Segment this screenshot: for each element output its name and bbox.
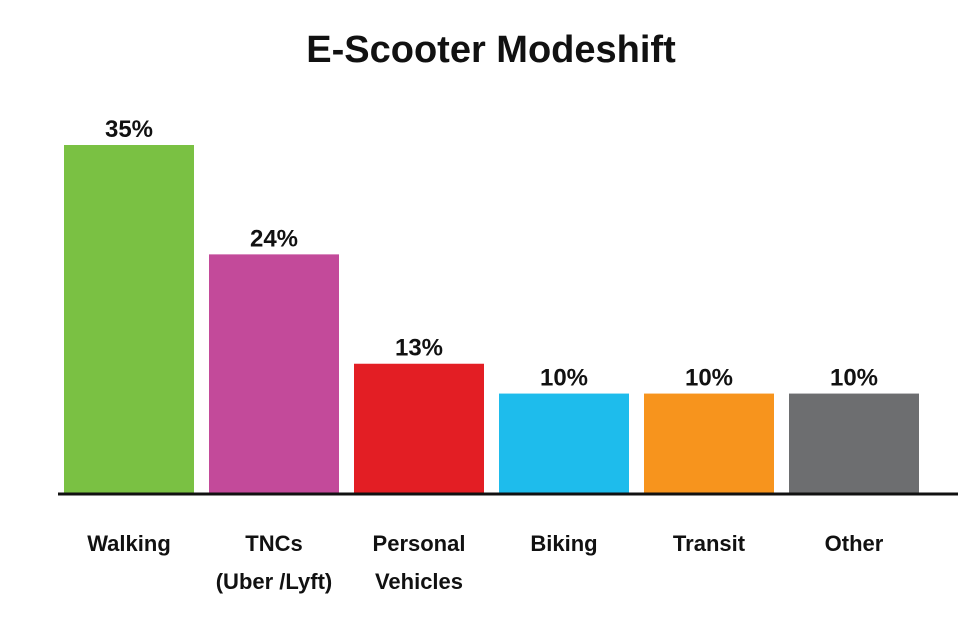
value-label-1: 24%	[250, 225, 298, 252]
category-label-1-0: TNCs	[245, 531, 302, 556]
bar-2	[354, 363, 484, 493]
bar-5	[789, 393, 919, 493]
chart-title: E-Scooter Modeshift	[306, 29, 676, 71]
value-label-2: 13%	[395, 335, 443, 362]
category-label-3-0: Biking	[530, 531, 597, 556]
value-label-3: 10%	[540, 365, 588, 392]
bar-3	[499, 393, 629, 493]
category-label-1-1: (Uber /Lyft)	[216, 569, 333, 594]
bar-0	[64, 145, 194, 493]
category-label-4-0: Transit	[673, 531, 746, 556]
category-label-2-1: Vehicles	[375, 569, 463, 594]
bar-4	[644, 393, 774, 493]
value-label-4: 10%	[685, 365, 733, 392]
value-label-5: 10%	[830, 365, 878, 392]
category-labels-group: Walking TNCs (Uber /Lyft) Personal Vehicles B…	[87, 531, 884, 594]
value-labels-group: 35% 24% 13% 10% 10% 10%	[105, 116, 878, 392]
value-label-0: 35%	[105, 116, 153, 143]
bar-1	[209, 254, 339, 493]
category-label-0-0: Walking	[87, 531, 171, 556]
category-label-2-0: Personal	[373, 531, 466, 556]
category-label-5-0: Other	[825, 531, 884, 556]
bars-group	[64, 145, 919, 493]
